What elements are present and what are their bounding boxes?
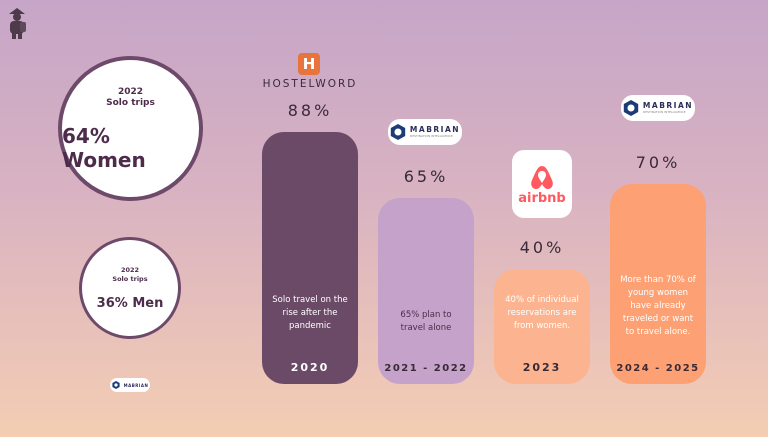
bar-2023: 40% of individual reservations are from … [494,269,590,384]
bar-year-label: 2020 [290,361,330,374]
mabrian-logo: MABRIAN [110,378,150,392]
circle-subtitle: Solo trips [112,274,148,283]
hostelworld-text: HOSTELWORD [262,78,358,90]
mabrian-hexagon-icon [623,100,639,116]
airbnb-text: airbnb [518,190,566,206]
women-stat-circle: 2022 Solo trips 64% Women [58,56,203,201]
circle-year: 2022 [120,265,140,274]
bar-2020: Solo travel on the rise after the pandem… [262,132,358,384]
bar-value-label: 88% [287,101,333,120]
bar-description: 65% plan to travel alone [400,309,452,333]
mabrian-logo: MABRIAN DESTINATION INTELLIGENCE [621,95,695,121]
bar-description: More than 70% of young women have alread… [620,274,696,337]
bar-value-label: 40% [519,238,565,258]
mabrian-hexagon-icon [112,381,120,389]
bar-2024-2025: More than 70% of young women have alread… [610,183,706,384]
airbnb-belo-icon [531,165,553,189]
hostelworld-logo: H [298,53,320,75]
airbnb-logo: airbnb [512,150,572,218]
bar-description: 40% of individual reservations are from … [505,294,579,331]
mabrian-tagline: DESTINATION INTELLIGENCE [642,110,686,114]
mabrian-text: MABRIAN [123,382,149,388]
mabrian-hexagon-icon [390,124,406,140]
mabrian-text: MABRIAN [642,101,694,110]
circle-main-stat: 36% Men [96,295,164,311]
bar-2021-2022: 65% plan to travel alone 2021 - 2022 [378,197,474,384]
circle-subtitle: Solo trips [106,97,155,108]
bar-description: Solo travel on the rise after the pandem… [272,295,348,331]
mabrian-text: MABRIAN [409,125,461,134]
circle-year: 2022 [117,86,144,97]
bar-value-label: 70% [635,152,681,172]
men-stat-circle: 2022 Solo trips 36% Men [79,237,181,339]
bar-year-label: 2023 [522,360,562,374]
bar-year-label: 2021 - 2022 [384,362,468,374]
circle-main-stat: 64% Women [62,123,146,172]
traveler-icon [9,8,26,39]
mabrian-tagline: DESTINATION INTELLIGENCE [409,134,453,138]
mabrian-logo: MABRIAN DESTINATION INTELLIGENCE [388,119,462,145]
bar-value-label: 65% [403,166,449,186]
bar-year-label: 2024 - 2025 [616,362,700,374]
